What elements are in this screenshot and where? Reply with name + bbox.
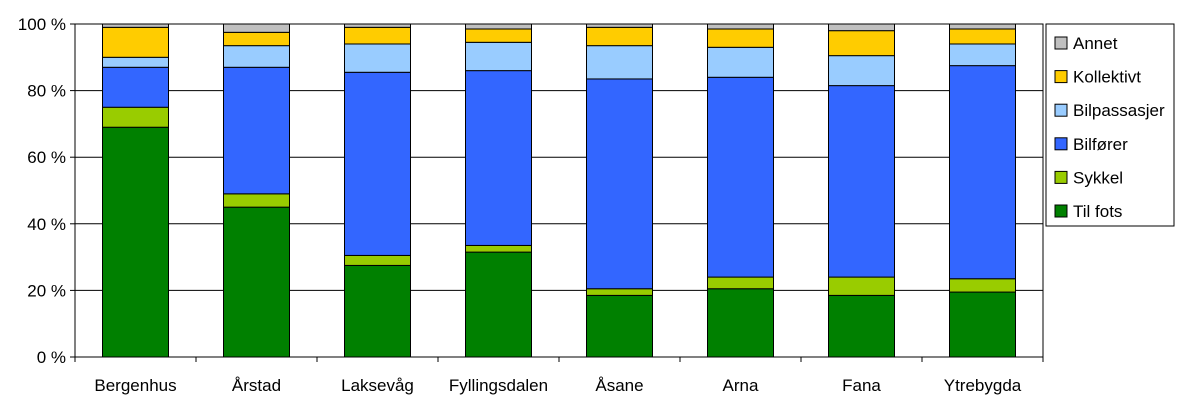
legend-label: Annet xyxy=(1073,34,1118,53)
bar-segment xyxy=(828,276,895,296)
bar-segment xyxy=(707,76,774,278)
legend-swatch xyxy=(1054,137,1068,151)
bar-segment xyxy=(344,26,411,45)
plot-area xyxy=(74,23,1044,358)
x-tick-label: Arna xyxy=(723,376,759,395)
x-tick-label: Fana xyxy=(842,376,881,395)
bar-segment xyxy=(949,43,1016,67)
y-axis: 0 % 20 % 40 % 60 % 80 % 100 % xyxy=(18,15,75,367)
legend-swatch xyxy=(1054,103,1068,117)
legend-label: Til fots xyxy=(1073,202,1122,221)
bar-segment xyxy=(102,126,169,358)
bar-segment xyxy=(223,206,290,358)
bar-segment xyxy=(102,26,169,58)
bar-segment xyxy=(465,23,532,30)
legend-label: Sykkel xyxy=(1073,168,1123,187)
bar-segment xyxy=(586,23,653,28)
legend-swatch xyxy=(1054,204,1068,218)
bar-segment xyxy=(223,31,290,47)
x-tick-label: Ytrebygda xyxy=(944,376,1022,395)
y-tick-label: 40 % xyxy=(27,215,66,234)
legend-swatch xyxy=(1054,170,1068,184)
bar-segment xyxy=(586,294,653,358)
bar-segment xyxy=(828,23,895,32)
x-tick-label: Åsane xyxy=(595,376,643,395)
legend-swatch xyxy=(1054,36,1068,50)
bar-segment xyxy=(344,264,411,358)
bar-segment xyxy=(465,251,532,358)
bar-segment xyxy=(344,23,411,28)
bar-segment xyxy=(586,45,653,80)
bar-segment xyxy=(949,65,1016,280)
bar-segment xyxy=(707,28,774,48)
bar-segment xyxy=(707,23,774,30)
bar-segment xyxy=(344,254,411,266)
bars xyxy=(102,23,1016,358)
bar-segment xyxy=(707,288,774,358)
y-tick-label: 20 % xyxy=(27,281,66,300)
bar-segment xyxy=(949,23,1016,30)
legend-box xyxy=(1045,23,1175,227)
y-tick-label: 60 % xyxy=(27,148,66,167)
bar-segment xyxy=(102,23,169,28)
bar-segment xyxy=(828,30,895,57)
bar-segment xyxy=(223,45,290,68)
bar-segment xyxy=(344,71,411,256)
bar-segment xyxy=(707,276,774,290)
x-axis: Bergenhus Årstad Laksevåg Fyllingsdalen Åsan… xyxy=(74,357,1044,395)
bar-segment xyxy=(465,70,532,246)
bar-segment xyxy=(949,28,1016,45)
legend-label: Bilfører xyxy=(1073,135,1128,154)
bar-segment xyxy=(223,66,290,195)
bar-segment xyxy=(828,294,895,358)
bar-segment xyxy=(465,244,532,253)
bar-segment xyxy=(949,278,1016,293)
legend: Annet Kollektivt Bilpassasjer Bilfører Sykke… xyxy=(1045,23,1175,227)
bar-segment xyxy=(102,56,169,68)
bar-segment xyxy=(828,85,895,278)
bar-segment xyxy=(223,23,290,33)
x-tick-label: Laksevåg xyxy=(341,376,414,395)
bar-segment xyxy=(949,291,1016,358)
x-tick-label: Årstad xyxy=(232,376,281,395)
legend-label: Bilpassasjer xyxy=(1073,101,1165,120)
x-tick-label: Bergenhus xyxy=(94,376,176,395)
bar-segment xyxy=(707,46,774,78)
legend-label: Kollektivt xyxy=(1073,68,1141,87)
bar-segment xyxy=(828,55,895,87)
plot-frame xyxy=(74,23,1044,358)
legend-swatch xyxy=(1054,70,1068,84)
x-tick-label: Fyllingsdalen xyxy=(449,376,548,395)
bar-segment xyxy=(465,28,532,43)
y-tick-label: 100 % xyxy=(18,15,66,34)
y-tick-label: 80 % xyxy=(27,82,66,101)
bar-segment xyxy=(102,106,169,128)
bar-segment xyxy=(465,41,532,72)
bar-segment xyxy=(102,66,169,108)
bar-segment xyxy=(586,288,653,296)
bar-segment xyxy=(586,26,653,47)
bar-segment xyxy=(223,193,290,208)
bar-segment xyxy=(586,78,653,290)
y-tick-label: 0 % xyxy=(37,348,66,367)
bar-segment xyxy=(344,43,411,73)
